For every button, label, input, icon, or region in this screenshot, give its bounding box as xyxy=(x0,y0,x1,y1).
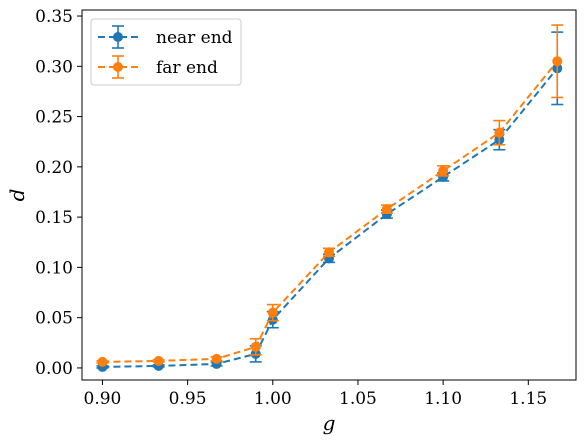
data-point xyxy=(324,247,334,257)
y-tick-label: 0.35 xyxy=(35,7,73,27)
data-point xyxy=(494,128,504,138)
x-axis: 0.90 0.95 1.00 1.05 1.10 1.15 xyxy=(84,380,548,409)
x-axis-label: g xyxy=(323,411,336,435)
y-tick-label: 0.05 xyxy=(35,309,73,329)
data-point xyxy=(251,342,261,352)
y-tick-label: 0.30 xyxy=(35,57,73,77)
legend: near end far end xyxy=(91,19,241,85)
x-tick-label: 1.00 xyxy=(254,389,292,409)
data-point xyxy=(382,204,392,214)
legend-marker xyxy=(113,32,123,42)
x-tick-label: 1.15 xyxy=(509,389,547,409)
legend-label: far end xyxy=(156,58,218,78)
x-tick-label: 1.05 xyxy=(339,389,377,409)
data-point xyxy=(268,308,278,318)
legend-marker xyxy=(113,62,123,72)
y-tick-label: 0.10 xyxy=(35,258,73,278)
y-tick-label: 0.25 xyxy=(35,108,73,128)
data-point xyxy=(552,56,562,66)
x-tick-label: 0.90 xyxy=(84,389,122,409)
y-tick-label: 0.00 xyxy=(35,359,73,379)
y-tick-label: 0.15 xyxy=(35,208,73,228)
x-tick-label: 1.10 xyxy=(424,389,462,409)
data-point xyxy=(97,357,107,367)
legend-entry: near end xyxy=(98,26,233,48)
x-tick-label: 0.95 xyxy=(169,389,207,409)
data-point xyxy=(212,354,222,364)
data-point xyxy=(438,166,448,176)
y-axis-label: d xyxy=(5,189,29,202)
y-axis: 0.00 0.05 0.10 0.15 0.20 0.25 0.30 0.35 xyxy=(35,7,82,379)
y-tick-label: 0.20 xyxy=(35,158,73,178)
data-point xyxy=(154,356,164,366)
legend-label: near end xyxy=(156,28,233,48)
